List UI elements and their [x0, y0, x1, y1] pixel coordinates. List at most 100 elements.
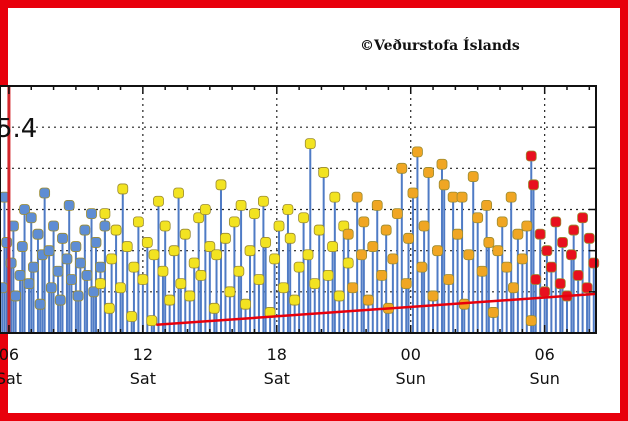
data-point [304, 138, 316, 150]
data-point [412, 146, 423, 158]
data-point [66, 274, 77, 285]
data-point [148, 249, 160, 261]
data-point [358, 216, 370, 228]
data-point [550, 216, 562, 228]
data-point [157, 265, 169, 277]
data-point [452, 228, 464, 240]
data-points [0, 138, 600, 327]
data-point [447, 191, 459, 203]
data-point [539, 286, 551, 298]
data-point [184, 290, 196, 302]
data-point [19, 204, 30, 215]
data-point [74, 257, 86, 269]
data-point [45, 282, 57, 294]
data-point [302, 249, 314, 261]
x-tick-label-day: Sun [529, 369, 559, 388]
data-point [273, 220, 285, 232]
data-point [333, 290, 345, 302]
data-point [481, 199, 493, 211]
data-point [224, 286, 236, 298]
data-point [347, 282, 359, 294]
x-tick-label-day: Sat [0, 369, 22, 388]
data-point [146, 315, 158, 327]
data-point [443, 274, 455, 285]
data-point [588, 257, 600, 269]
data-point [508, 282, 519, 294]
data-point [476, 265, 488, 277]
data-point [128, 261, 140, 273]
data-point [95, 261, 106, 273]
data-point [193, 212, 205, 224]
data-point [487, 307, 499, 318]
data-point [253, 274, 265, 285]
data-point [472, 212, 484, 224]
x-tick-label-hour: 06 [0, 345, 19, 364]
data-point [106, 253, 118, 265]
data-point [175, 278, 187, 290]
data-point [501, 261, 513, 273]
data-point [168, 245, 180, 257]
data-point [512, 228, 524, 240]
data-point [72, 290, 84, 302]
data-point [583, 232, 595, 244]
data-point [318, 167, 330, 178]
data-point [57, 232, 68, 244]
data-point [132, 216, 144, 228]
data-point [25, 212, 37, 224]
data-point [141, 237, 153, 248]
data-point [195, 269, 207, 281]
data-point [463, 249, 475, 261]
axes [0, 85, 597, 334]
data-point [496, 216, 508, 228]
reference-line [156, 292, 597, 327]
data-point [492, 245, 504, 257]
data-point [115, 282, 126, 294]
data-point [391, 208, 403, 220]
data-point [572, 269, 584, 281]
data-point [86, 208, 97, 220]
data-point [99, 220, 111, 232]
data-point [61, 253, 73, 265]
data-point [293, 261, 305, 273]
data-point [95, 278, 106, 290]
data-point [554, 278, 566, 290]
data-point [327, 241, 338, 252]
data-point [81, 269, 93, 281]
data-point [342, 228, 354, 240]
data-point [220, 232, 231, 244]
data-point [110, 224, 122, 236]
data-point [423, 167, 434, 178]
data-point [260, 237, 272, 248]
data-point [436, 158, 448, 170]
data-point [16, 241, 28, 252]
magnitude-annotation: 5.4 [0, 114, 37, 144]
data-point [289, 294, 301, 306]
data-point [376, 269, 388, 281]
data-point [581, 282, 593, 294]
data-point [70, 241, 82, 252]
data-point [188, 257, 200, 269]
data-point [309, 278, 321, 290]
x-tick-label-hour: 06 [534, 345, 554, 364]
data-point [367, 241, 379, 252]
data-point [0, 282, 8, 294]
data-point [249, 208, 260, 220]
data-point [199, 204, 211, 215]
data-point [233, 265, 245, 277]
data-point [416, 261, 428, 273]
data-point [173, 187, 184, 199]
data-point [137, 274, 149, 285]
data-point [380, 224, 392, 236]
data-point [121, 241, 133, 252]
data-point [400, 278, 412, 290]
data-point [516, 253, 528, 265]
data-point [32, 228, 44, 240]
data-point [351, 191, 363, 203]
data-point [14, 269, 26, 281]
data-point [153, 195, 164, 207]
data-point [329, 191, 341, 203]
data-point [456, 191, 468, 203]
data-point [79, 224, 91, 236]
